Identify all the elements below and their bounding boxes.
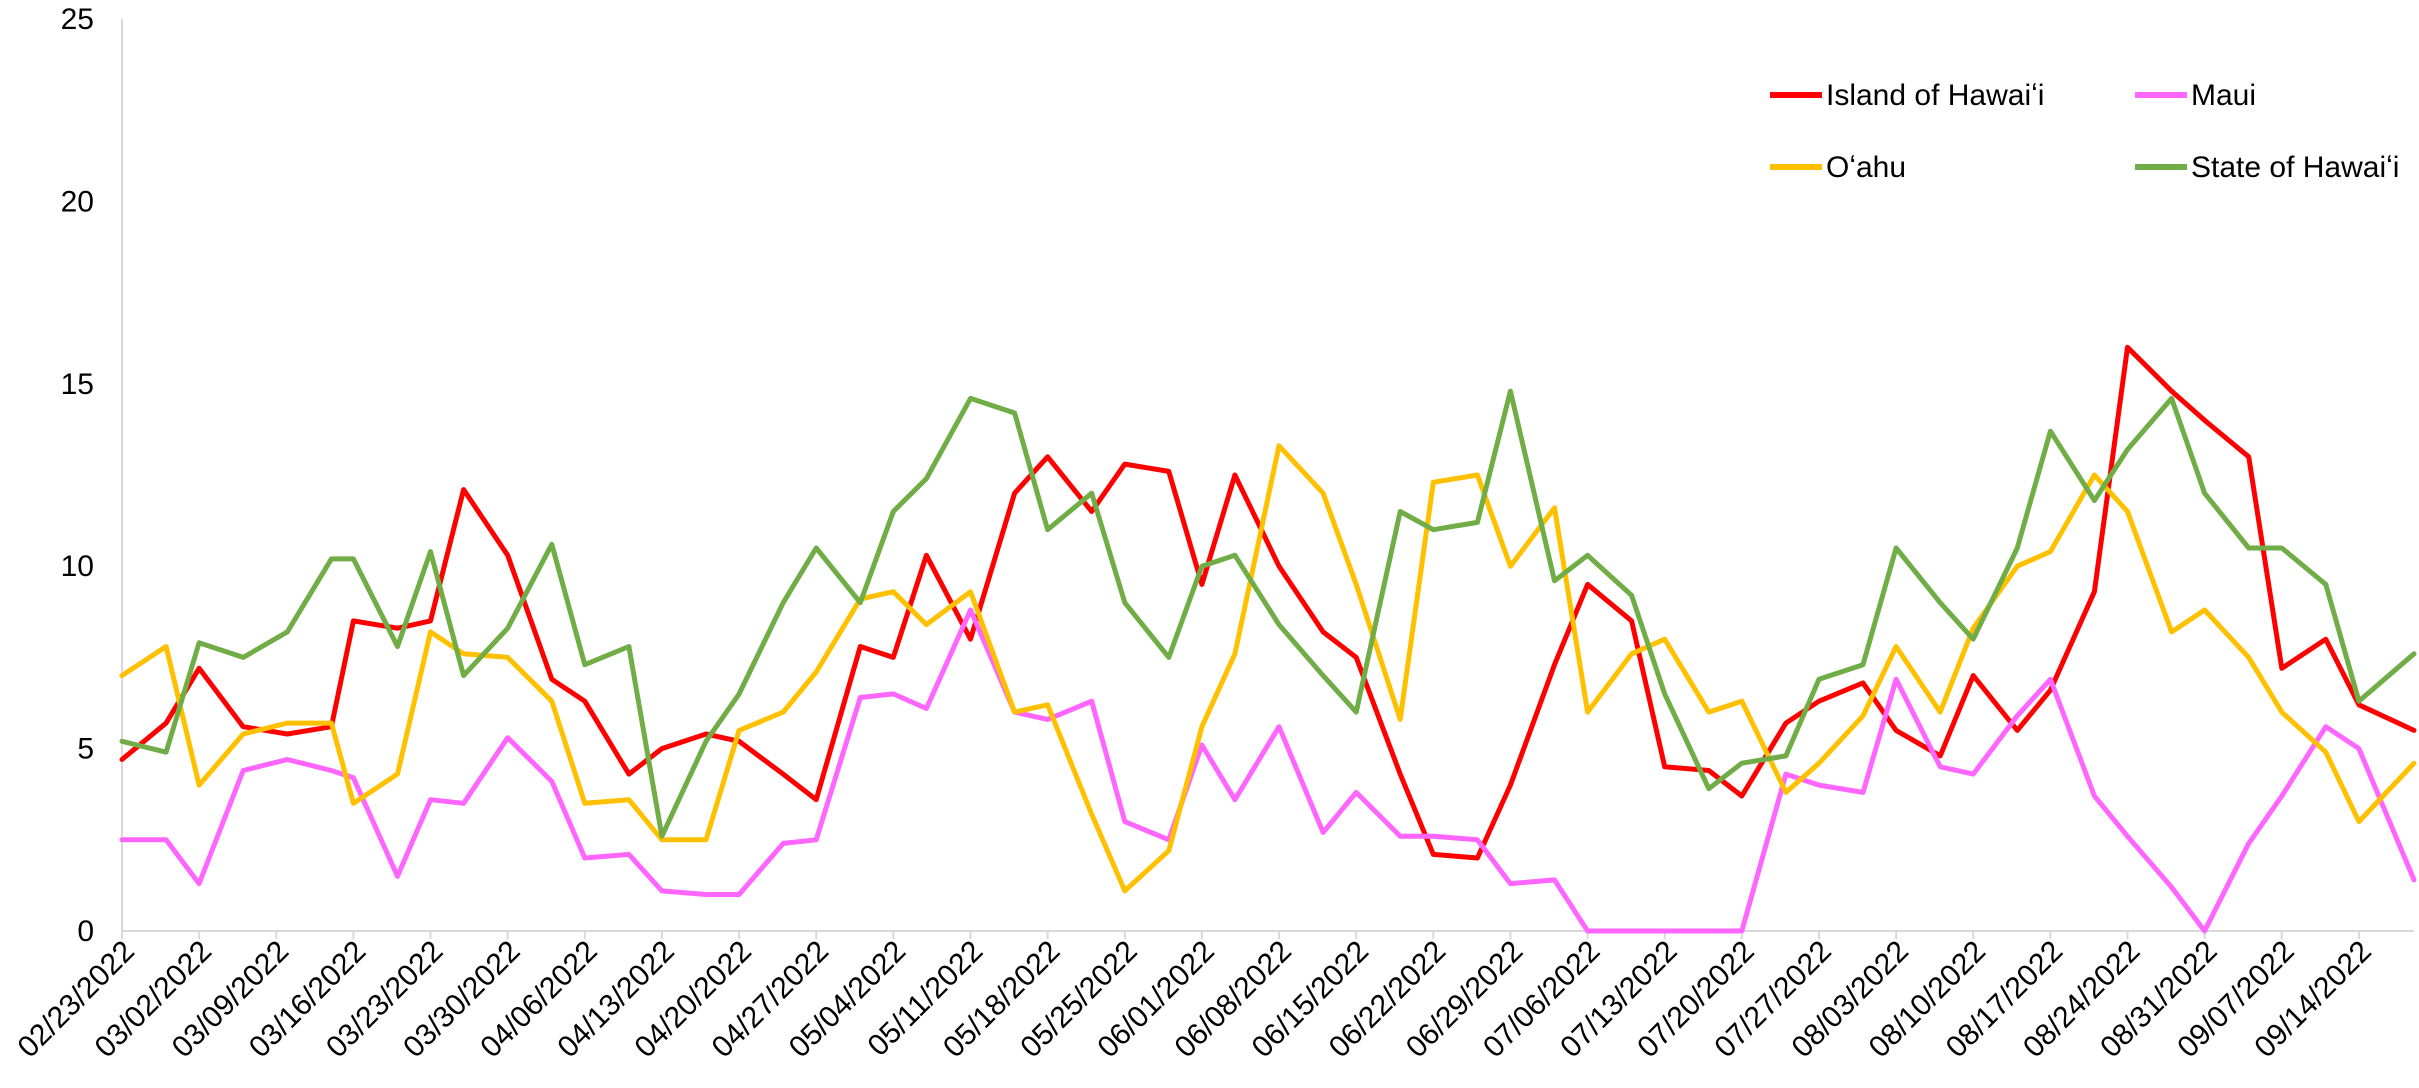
legend-label: State of Hawaiʻi (2191, 151, 2399, 184)
series-line-2 (119, 443, 2417, 894)
series-lines (119, 344, 2417, 934)
y-tick-label: 10 (61, 550, 94, 583)
series-line-0 (119, 344, 2417, 861)
legend-label: Oʻahu (1826, 151, 1906, 184)
y-tick-label: 25 (61, 3, 94, 36)
y-tick-label: 5 (77, 733, 94, 766)
legend-label: Maui (2191, 79, 2256, 112)
legend-label: Island of Hawaiʻi (1826, 79, 2044, 112)
y-tick-label: 15 (61, 368, 94, 401)
series-line-1 (119, 607, 2417, 934)
y-tick-label: 0 (77, 915, 94, 948)
x-axis: 02/23/202203/02/202203/09/202203/16/2022… (11, 930, 2414, 1064)
legend: Island of Hawaiʻi Maui Oʻahu State of Hawai… (1770, 79, 2399, 184)
series-line-3 (119, 388, 2417, 839)
y-tick-label: 20 (61, 185, 94, 218)
y-axis: 0 5 10 15 20 25 (61, 3, 123, 948)
